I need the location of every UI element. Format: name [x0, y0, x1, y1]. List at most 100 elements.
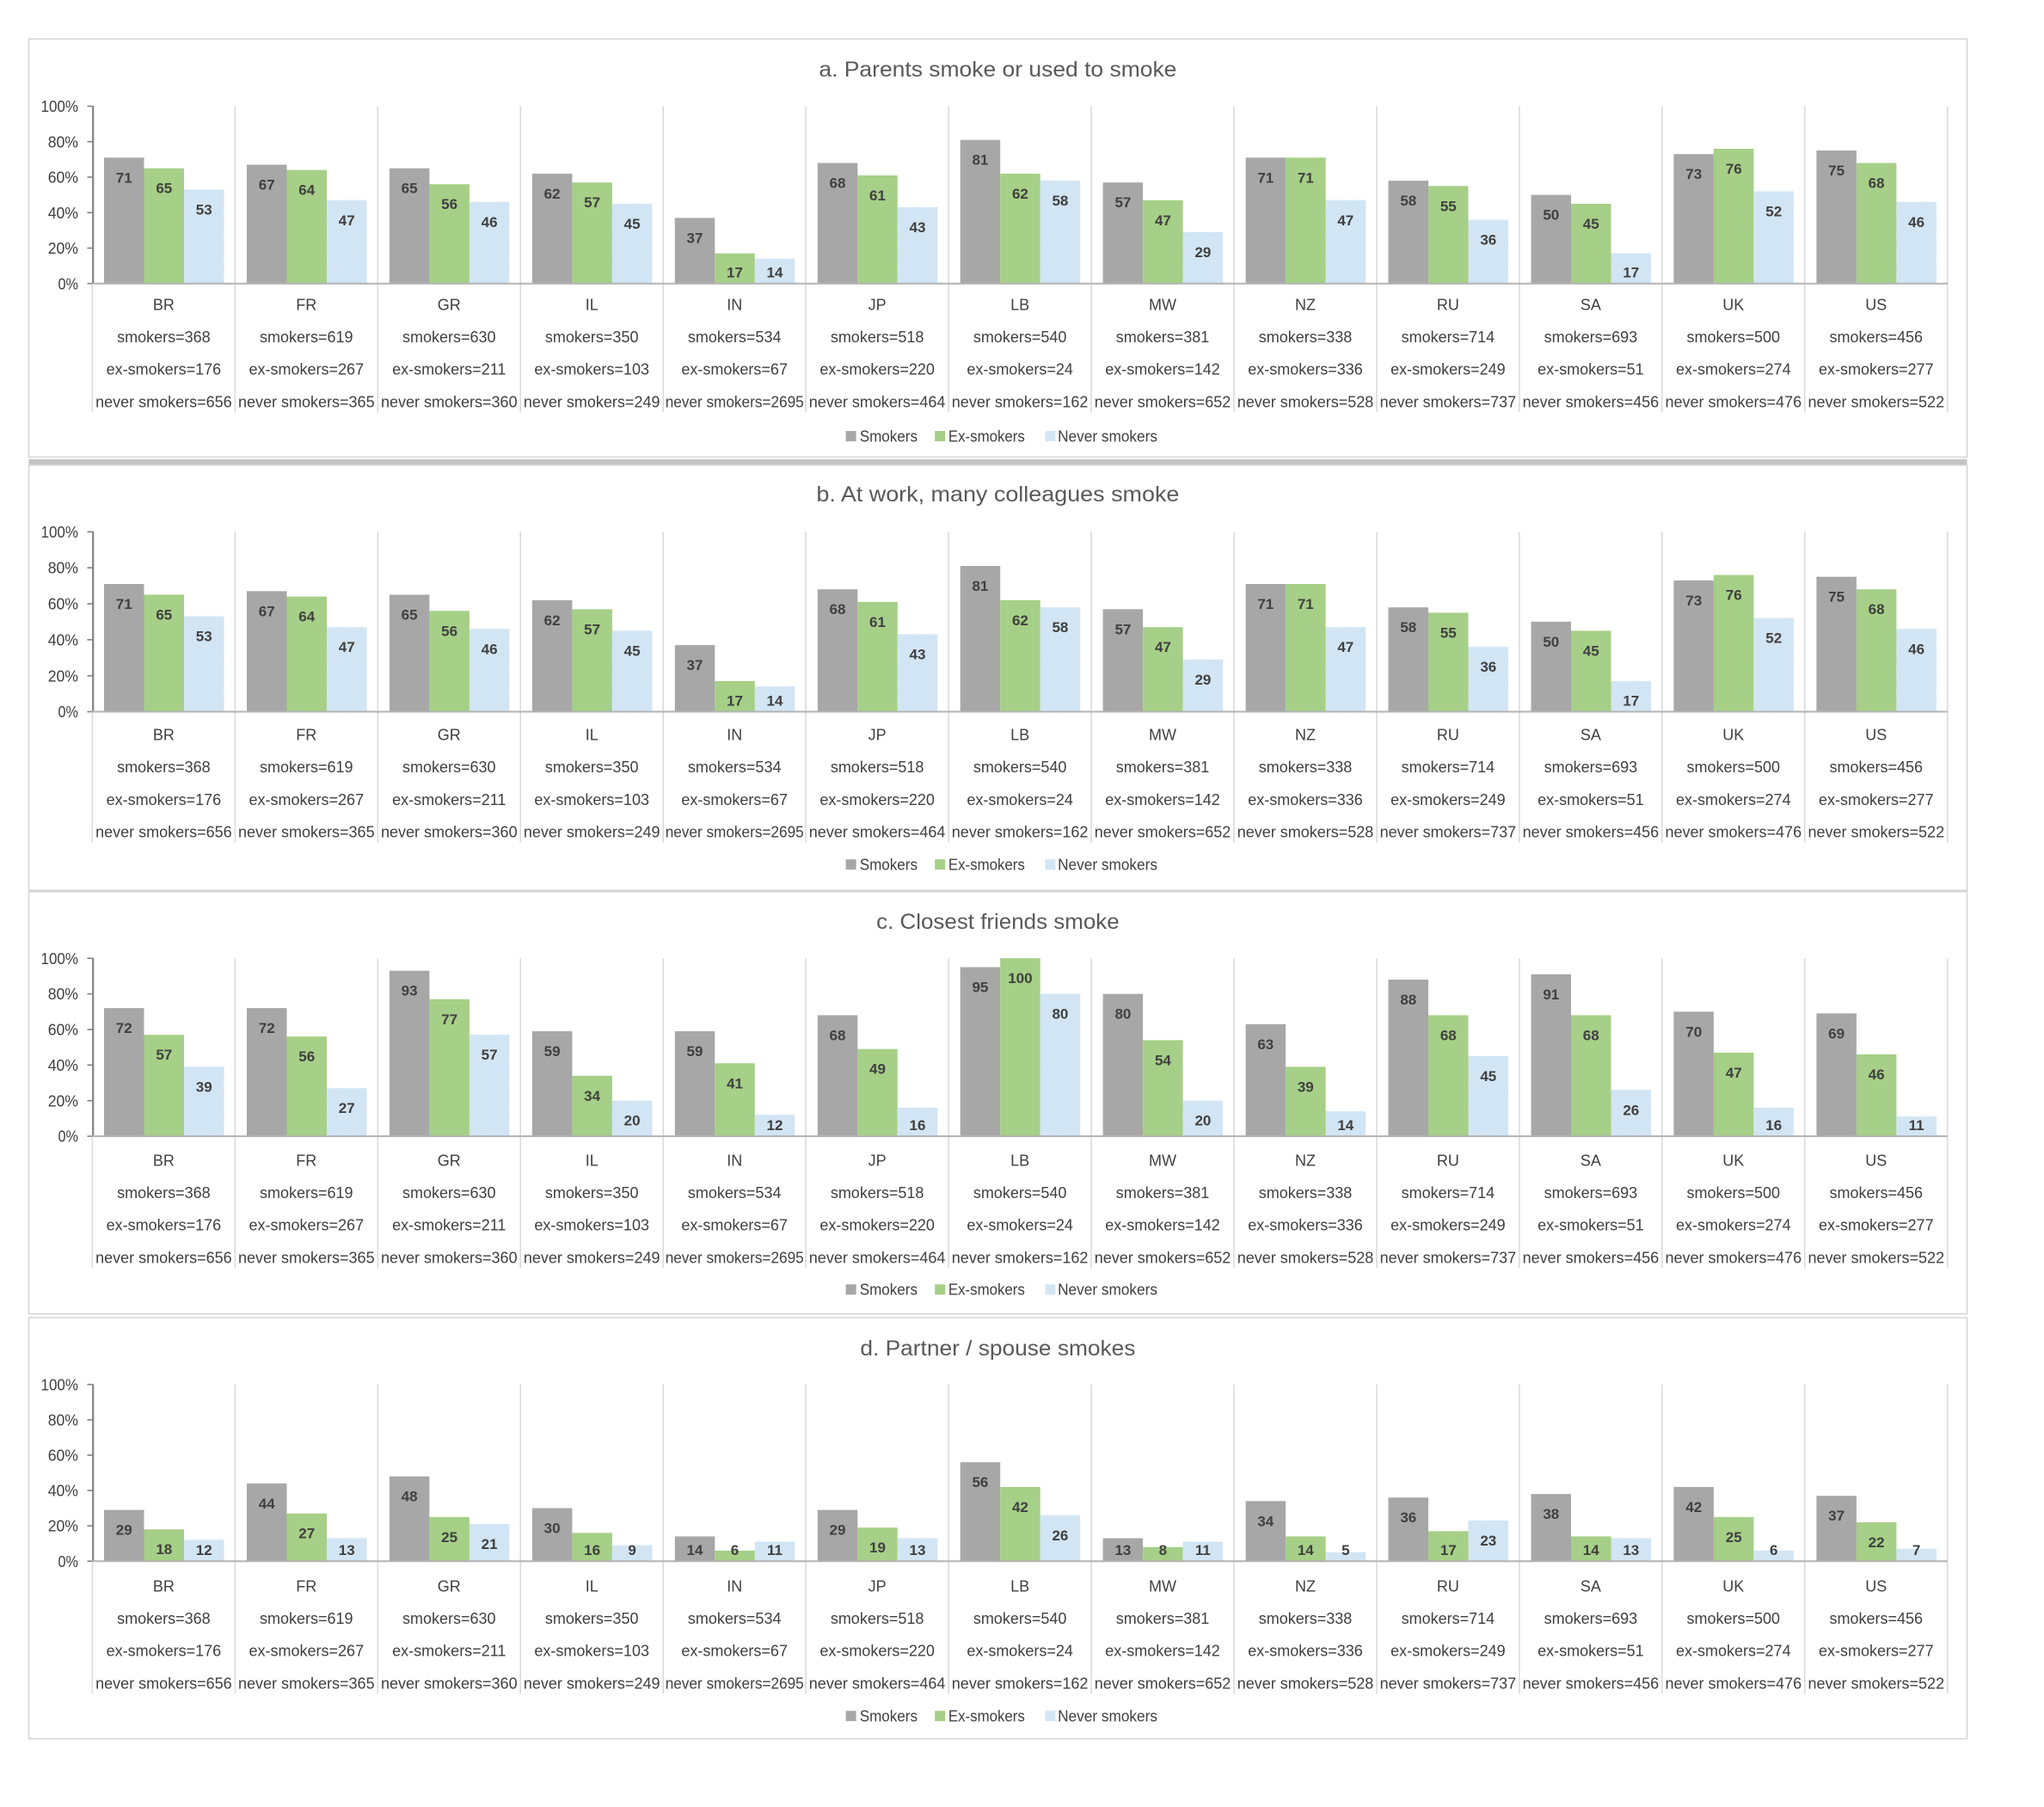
svg-text:JP: JP	[869, 726, 887, 743]
svg-text:smokers=540: smokers=540	[973, 1610, 1067, 1627]
svg-text:Never smokers: Never smokers	[1058, 1281, 1157, 1299]
svg-text:80: 80	[1052, 1006, 1068, 1023]
svg-text:smokers=518: smokers=518	[831, 329, 924, 346]
svg-text:SA: SA	[1581, 1152, 1601, 1169]
svg-text:62: 62	[1012, 612, 1028, 629]
svg-text:91: 91	[1543, 986, 1559, 1003]
svg-text:never smokers=737: never smokers=737	[1380, 1249, 1517, 1266]
svg-text:14: 14	[767, 693, 783, 710]
svg-text:ex-smokers=274: ex-smokers=274	[1676, 1217, 1791, 1234]
svg-text:IN: IN	[727, 1152, 742, 1169]
svg-text:never smokers=528: never smokers=528	[1237, 1675, 1374, 1692]
svg-text:ex-smokers=336: ex-smokers=336	[1248, 361, 1363, 378]
svg-text:57: 57	[584, 194, 600, 211]
svg-text:40%: 40%	[48, 205, 78, 222]
svg-text:smokers=630: smokers=630	[402, 329, 496, 346]
svg-text:44: 44	[259, 1496, 275, 1512]
svg-text:46: 46	[1908, 214, 1924, 230]
svg-text:39: 39	[1298, 1079, 1314, 1095]
svg-text:never smokers=360: never smokers=360	[381, 1675, 518, 1692]
svg-text:56: 56	[972, 1474, 988, 1490]
svg-text:58: 58	[1052, 193, 1068, 209]
svg-text:IL: IL	[586, 1577, 598, 1595]
svg-text:50: 50	[1543, 634, 1559, 650]
svg-text:smokers=368: smokers=368	[117, 1184, 211, 1202]
svg-text:36: 36	[1400, 1509, 1416, 1526]
svg-text:52: 52	[1765, 204, 1782, 220]
svg-text:FR: FR	[296, 726, 316, 743]
svg-text:14: 14	[1337, 1117, 1353, 1134]
svg-text:never smokers=652: never smokers=652	[1095, 1675, 1231, 1692]
svg-text:smokers=534: smokers=534	[688, 329, 782, 346]
svg-text:0%: 0%	[58, 704, 79, 721]
svg-text:ex-smokers=277: ex-smokers=277	[1819, 791, 1934, 808]
svg-text:6: 6	[1770, 1542, 1777, 1558]
svg-text:never smokers=249: never smokers=249	[524, 1675, 660, 1692]
svg-text:65: 65	[156, 607, 172, 624]
svg-text:71: 71	[1298, 169, 1314, 186]
svg-text:ex-smokers=249: ex-smokers=249	[1390, 1217, 1506, 1234]
svg-text:13: 13	[1623, 1542, 1639, 1558]
svg-text:never smokers=656: never smokers=656	[95, 1675, 232, 1692]
svg-text:NZ: NZ	[1295, 1152, 1316, 1169]
svg-text:smokers=338: smokers=338	[1259, 1184, 1353, 1202]
svg-text:ex-smokers=67: ex-smokers=67	[681, 1643, 788, 1660]
svg-text:LB: LB	[1010, 726, 1029, 743]
svg-text:ex-smokers=274: ex-smokers=274	[1676, 361, 1791, 378]
svg-text:6: 6	[731, 1542, 739, 1558]
svg-text:LB: LB	[1010, 1577, 1029, 1595]
svg-text:93: 93	[402, 983, 418, 999]
svg-text:smokers=693: smokers=693	[1544, 759, 1638, 776]
svg-text:never smokers=249: never smokers=249	[524, 1249, 660, 1266]
svg-text:LB: LB	[1010, 1152, 1029, 1169]
svg-text:37: 37	[687, 230, 703, 246]
svg-text:never smokers=737: never smokers=737	[1380, 393, 1517, 410]
svg-text:never smokers=2695: never smokers=2695	[666, 1249, 804, 1266]
svg-text:never smokers=2695: never smokers=2695	[666, 824, 804, 841]
svg-text:55: 55	[1440, 624, 1457, 641]
svg-text:ex-smokers=176: ex-smokers=176	[107, 1643, 222, 1660]
svg-text:smokers=540: smokers=540	[973, 759, 1067, 776]
svg-text:64: 64	[298, 182, 315, 199]
svg-text:never smokers=456: never smokers=456	[1523, 1249, 1660, 1266]
svg-text:smokers=350: smokers=350	[545, 1610, 639, 1627]
svg-text:SA: SA	[1581, 296, 1601, 313]
svg-text:smokers=534: smokers=534	[688, 759, 782, 776]
svg-text:36: 36	[1480, 659, 1496, 675]
svg-text:21: 21	[482, 1536, 498, 1552]
svg-text:46: 46	[482, 641, 498, 657]
svg-text:23: 23	[1480, 1533, 1496, 1549]
svg-text:GR: GR	[438, 726, 461, 743]
svg-text:smokers=381: smokers=381	[1116, 1184, 1210, 1202]
svg-text:40%: 40%	[48, 1057, 78, 1074]
svg-text:60%: 60%	[48, 596, 78, 613]
svg-text:never smokers=652: never smokers=652	[1095, 1249, 1231, 1266]
svg-text:ex-smokers=336: ex-smokers=336	[1248, 1643, 1363, 1660]
svg-text:US: US	[1865, 296, 1887, 313]
svg-text:48: 48	[402, 1489, 418, 1505]
svg-text:ex-smokers=51: ex-smokers=51	[1538, 791, 1644, 808]
svg-text:68: 68	[1869, 601, 1885, 618]
svg-text:never smokers=656: never smokers=656	[95, 393, 232, 410]
svg-text:81: 81	[972, 152, 988, 169]
svg-text:46: 46	[482, 214, 498, 230]
svg-text:never smokers=476: never smokers=476	[1666, 1675, 1802, 1692]
svg-text:29: 29	[830, 1522, 846, 1539]
svg-text:60%: 60%	[48, 1447, 78, 1465]
svg-text:BR: BR	[153, 726, 175, 743]
svg-text:47: 47	[339, 639, 355, 655]
svg-text:20: 20	[1194, 1113, 1211, 1129]
svg-text:never smokers=456: never smokers=456	[1523, 1675, 1660, 1692]
svg-text:smokers=368: smokers=368	[117, 1610, 211, 1627]
svg-text:Smokers: Smokers	[860, 1281, 918, 1299]
svg-text:Never smokers: Never smokers	[1058, 1707, 1157, 1724]
svg-text:17: 17	[1623, 265, 1639, 281]
svg-text:never smokers=476: never smokers=476	[1666, 1249, 1802, 1266]
svg-text:43: 43	[910, 647, 926, 663]
svg-text:smokers=456: smokers=456	[1830, 329, 1924, 346]
svg-text:ex-smokers=24: ex-smokers=24	[967, 1217, 1073, 1234]
svg-text:Ex-smokers: Ex-smokers	[948, 427, 1025, 445]
svg-text:smokers=368: smokers=368	[117, 759, 211, 776]
svg-text:smokers=693: smokers=693	[1544, 329, 1638, 346]
svg-text:50: 50	[1543, 207, 1559, 224]
